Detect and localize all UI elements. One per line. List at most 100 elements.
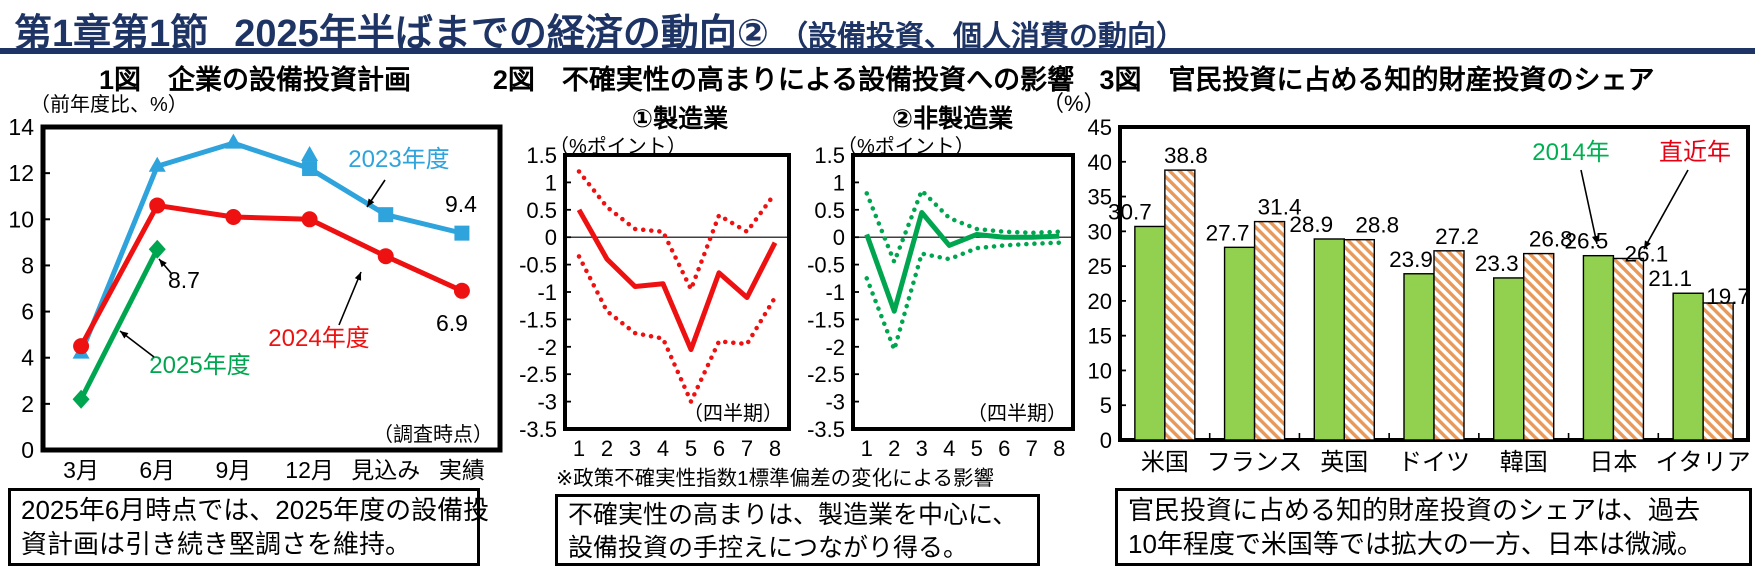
fig2-title: 2図 不確実性の高まりによる設備投資への影響 (492, 65, 1075, 95)
svg-text:-3: -3 (537, 390, 557, 415)
svg-text:1.5: 1.5 (814, 143, 845, 168)
svg-text:27.2: 27.2 (1435, 224, 1479, 249)
svg-text:19.7: 19.7 (1706, 284, 1750, 309)
fig2-impulse-charts: 1.510.50-0.5-1-1.5-2-2.5-3-3.51 2 3 4 5 6 7 8（四… (519, 143, 1075, 461)
svg-text:2: 2 (21, 391, 34, 417)
svg-text:31.4: 31.4 (1258, 195, 1302, 220)
svg-text:イタリア: イタリア (1656, 449, 1751, 476)
svg-text:-2.5: -2.5 (519, 362, 557, 387)
fig2-nonmanufacturing-subtitle: ②非製造業 (891, 105, 1014, 133)
svg-text:2024年度: 2024年度 (268, 325, 369, 352)
svg-text:1: 1 (545, 170, 557, 195)
svg-text:（四半期）: （四半期） (683, 402, 783, 425)
fig1-line-chart: 14 12 10 8 6 4 2 0 3月 6月 9月 12月 見込み 実績 （調査時点） 2023年度 202… (8, 114, 503, 483)
svg-text:0.5: 0.5 (814, 198, 845, 223)
svg-text:4: 4 (657, 436, 669, 461)
svg-text:8.7: 8.7 (168, 267, 200, 293)
svg-text:12月: 12月 (285, 457, 334, 483)
svg-text:20: 20 (1088, 289, 1112, 314)
fig3-bar-chart: 45 40 35 30 25 20 15 10 5 0 30.7 38.8 米国 27.7 31.4 フランス… (1088, 115, 1751, 476)
svg-text:3: 3 (916, 436, 928, 461)
svg-text:-3: -3 (825, 390, 845, 415)
svg-text:5: 5 (685, 436, 697, 461)
fig3-caption: 官民投資に占める知的財産投資のシェアは、過去 10年程度で米国等では拡大の一方、日… (1115, 488, 1752, 566)
fig3-unit-label: （%） (1042, 91, 1106, 116)
svg-text:4: 4 (21, 345, 34, 371)
svg-text:実績: 実績 (439, 457, 485, 483)
svg-text:-2: -2 (537, 335, 557, 360)
svg-text:8: 8 (769, 436, 781, 461)
svg-text:23.9: 23.9 (1389, 247, 1433, 272)
svg-text:-1.5: -1.5 (519, 307, 557, 332)
svg-text:1: 1 (573, 436, 585, 461)
fig1-title: 1図 企業の設備投資計画 (98, 65, 411, 95)
svg-text:韓国: 韓国 (1500, 449, 1548, 476)
svg-text:1: 1 (861, 436, 873, 461)
svg-text:-0.5: -0.5 (807, 253, 845, 278)
svg-text:-1.5: -1.5 (807, 307, 845, 332)
svg-text:4: 4 (943, 436, 955, 461)
fig2-manufacturing-subtitle: ①製造業 (631, 105, 729, 133)
svg-text:23.3: 23.3 (1475, 251, 1519, 276)
svg-text:30: 30 (1088, 219, 1112, 244)
svg-text:米国: 米国 (1141, 449, 1189, 476)
svg-text:6: 6 (713, 436, 725, 461)
svg-text:3: 3 (629, 436, 641, 461)
svg-text:（四半期）: （四半期） (967, 402, 1067, 425)
fig1-unit-label: （前年度比、%） (30, 94, 188, 116)
svg-text:5: 5 (1100, 393, 1112, 418)
fig3-title: 3図 官民投資に占める知的財産投資のシェア (1099, 65, 1655, 95)
svg-text:2023年度: 2023年度 (348, 146, 449, 173)
svg-text:0: 0 (833, 225, 845, 250)
svg-text:-2.5: -2.5 (807, 362, 845, 387)
svg-text:5: 5 (971, 436, 983, 461)
svg-text:（調査時点）: （調査時点） (373, 423, 493, 446)
svg-text:25: 25 (1088, 254, 1112, 279)
svg-text:6月: 6月 (139, 457, 175, 483)
svg-text:6: 6 (21, 299, 34, 325)
svg-text:直近年: 直近年 (1659, 139, 1731, 166)
svg-text:38.8: 38.8 (1164, 143, 1208, 168)
svg-text:45: 45 (1088, 115, 1112, 140)
svg-text:-2: -2 (825, 335, 845, 360)
header-subtitle: （設備投資、個人消費の動向） (779, 21, 1186, 53)
svg-text:21.1: 21.1 (1648, 266, 1692, 291)
svg-text:8: 8 (1053, 436, 1065, 461)
svg-text:日本: 日本 (1589, 449, 1637, 476)
svg-text:28.9: 28.9 (1289, 212, 1333, 237)
svg-text:3月: 3月 (63, 457, 99, 483)
svg-text:40: 40 (1088, 150, 1112, 175)
svg-text:10: 10 (8, 206, 34, 232)
svg-text:26.8: 26.8 (1529, 227, 1573, 252)
svg-text:-3.5: -3.5 (807, 417, 845, 442)
fig2-unit-label-left: （%ポイント） (549, 136, 687, 158)
svg-text:9.4: 9.4 (445, 191, 477, 217)
svg-text:27.7: 27.7 (1206, 220, 1250, 245)
svg-text:0: 0 (545, 225, 557, 250)
header-rule (0, 48, 1755, 54)
fig2-caption: 不確実性の高まりは、製造業を中心に、 設備投資の手控えにつながり得る。 (555, 494, 1040, 566)
svg-text:0.5: 0.5 (526, 198, 557, 223)
svg-text:7: 7 (1026, 436, 1038, 461)
svg-text:-1: -1 (825, 280, 845, 305)
svg-text:英国: 英国 (1320, 449, 1368, 476)
svg-text:見込み: 見込み (351, 457, 420, 483)
svg-text:35: 35 (1088, 185, 1112, 210)
svg-text:30.7: 30.7 (1108, 199, 1152, 224)
svg-text:10: 10 (1088, 358, 1112, 383)
svg-text:0: 0 (21, 437, 34, 463)
svg-text:2: 2 (888, 436, 900, 461)
svg-text:フランス: フランス (1207, 449, 1303, 476)
svg-text:-3.5: -3.5 (519, 417, 557, 442)
svg-text:-1: -1 (537, 280, 557, 305)
svg-text:1.5: 1.5 (526, 143, 557, 168)
svg-text:9月: 9月 (216, 457, 252, 483)
fig2-unit-label-right: （%ポイント） (837, 136, 975, 158)
svg-text:12: 12 (8, 160, 34, 186)
svg-text:26.5: 26.5 (1565, 229, 1609, 254)
svg-text:28.8: 28.8 (1355, 213, 1399, 238)
svg-text:1: 1 (833, 170, 845, 195)
svg-text:2025年度: 2025年度 (149, 352, 250, 379)
svg-text:7: 7 (741, 436, 753, 461)
